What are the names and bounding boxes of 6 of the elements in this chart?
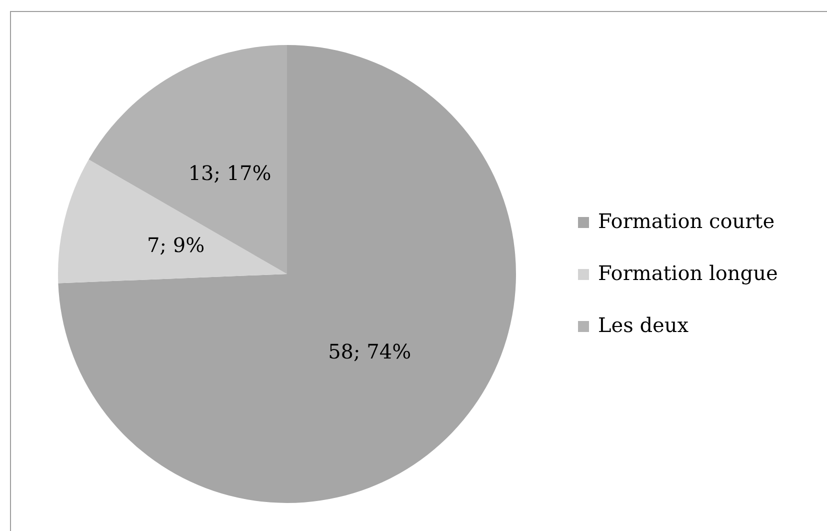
legend-label: Formation courte (598, 209, 775, 234)
data-label: 7; 9% (147, 232, 205, 257)
legend-label: Formation longue (598, 261, 778, 286)
data-label: 13; 17% (188, 161, 272, 186)
legend-label: Les deux (598, 313, 690, 338)
data-label: 58; 74% (328, 340, 412, 364)
